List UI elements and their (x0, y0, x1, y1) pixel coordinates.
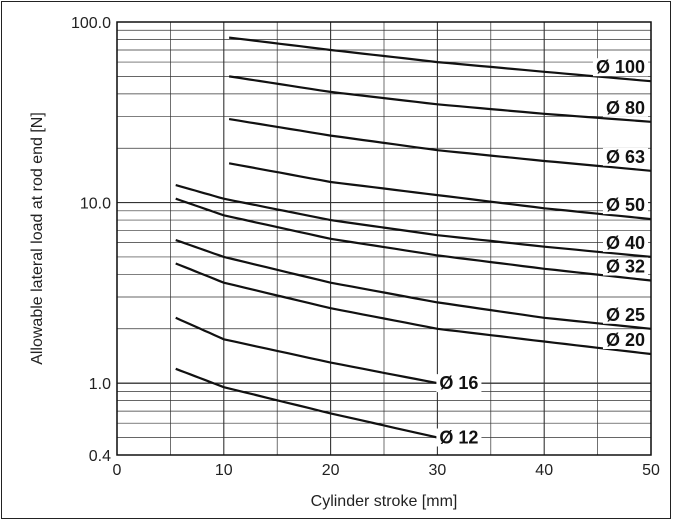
y-tick-label: 100.0 (71, 15, 111, 32)
y-tick-label: 0.4 (89, 448, 111, 465)
plot-border (116, 21, 652, 456)
x-tick-label: 0 (113, 462, 122, 479)
series-line-5 (175, 197, 652, 282)
series-label-background (602, 98, 648, 117)
series-label: Ø 25 (606, 305, 645, 325)
grid (116, 21, 652, 456)
series-label: Ø 63 (606, 147, 645, 167)
series-label: Ø 32 (606, 257, 645, 277)
x-tick-label: 20 (322, 462, 340, 479)
x-tick-label: 10 (215, 462, 233, 479)
series-label-background (436, 428, 482, 447)
y-tick-label: 10.0 (80, 196, 111, 213)
series-label: Ø 50 (606, 195, 645, 215)
y-tick-label: 1.0 (89, 376, 111, 393)
series-label-background (602, 257, 648, 276)
series-label: Ø 100 (596, 57, 645, 77)
series-lines (175, 36, 652, 439)
series-label: Ø 40 (606, 233, 645, 253)
x-tick-label: 40 (535, 462, 553, 479)
series-line-6 (175, 239, 652, 330)
x-tick-label: 30 (429, 462, 447, 479)
series-label-background (602, 233, 648, 252)
series-label: Ø 12 (439, 428, 478, 448)
series-label: Ø 80 (606, 98, 645, 118)
series-label: Ø 20 (606, 330, 645, 350)
series-labels: Ø 100 Ø 80 Ø 63 Ø 50 Ø 40 Ø 32 Ø 25 Ø 20 Ø 16 Ø 1… (436, 57, 648, 448)
series-label: Ø 16 (439, 373, 478, 393)
series-line-2 (228, 118, 652, 172)
series-line-1 (228, 75, 652, 123)
series-line-8 (175, 316, 438, 385)
x-tick-label: 50 (642, 462, 660, 479)
series-label-background (592, 58, 648, 77)
series-line-3 (228, 162, 652, 221)
series-line-7 (175, 262, 652, 356)
series-label-background (602, 196, 648, 215)
x-tick-labels: 0 10 20 30 40 50 (113, 462, 660, 479)
series-label-background (602, 331, 648, 350)
x-axis-label: Cylinder stroke [mm] (311, 493, 458, 510)
series-label-background (602, 305, 648, 324)
series-line-9 (175, 367, 438, 439)
series-label-background (436, 374, 482, 393)
y-tick-labels: 0.4 1.0 10.0 100.0 (71, 15, 111, 465)
y-axis-label: Allowable lateral load at rod end [N] (29, 112, 46, 365)
series-label-background (602, 147, 648, 166)
series-line-0 (228, 36, 652, 83)
series-line-4 (175, 184, 652, 258)
